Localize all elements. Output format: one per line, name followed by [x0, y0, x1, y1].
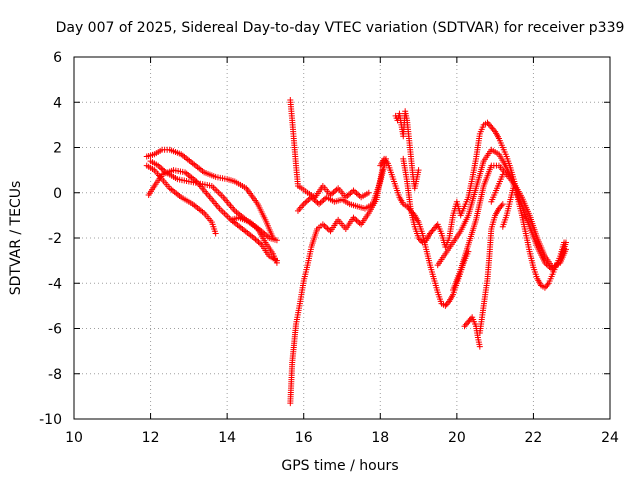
y-tick-label: -10	[39, 412, 62, 428]
data-point	[273, 237, 280, 244]
series-arc-e	[227, 214, 280, 244]
y-tick-label: 2	[53, 141, 62, 157]
x-tick-label: 12	[142, 430, 160, 446]
y-tick-label: 6	[53, 50, 62, 66]
x-axis-label: GPS time / hours	[281, 458, 398, 474]
series-arc-h	[294, 155, 390, 214]
series-arc-j	[392, 108, 422, 192]
series-arc-m	[450, 162, 569, 294]
data-point	[562, 246, 569, 253]
data-point	[415, 167, 422, 174]
x-tick-label: 14	[218, 430, 236, 446]
x-tick-label: 22	[525, 430, 543, 446]
data-point	[499, 201, 506, 208]
x-tick-label: 10	[65, 430, 83, 446]
data-point	[476, 343, 483, 350]
series-arc-n	[461, 314, 483, 350]
chart-title: Day 007 of 2025, Sidereal Day-to-day VTE…	[56, 20, 625, 36]
y-tick-label: -4	[48, 276, 62, 292]
y-axis-label: SDTVAR / TECUs	[8, 181, 24, 296]
x-tick-label: 20	[448, 430, 466, 446]
data-point	[499, 171, 506, 178]
x-tick-label: 16	[295, 430, 313, 446]
y-tick-label: -2	[48, 231, 62, 247]
series-arc-p	[499, 180, 518, 230]
data-point	[212, 230, 219, 237]
y-tick-label: 4	[53, 95, 62, 111]
x-tick-label: 24	[601, 430, 619, 446]
plot-frame	[73, 56, 611, 420]
data-point	[511, 180, 518, 187]
data-point	[365, 189, 372, 196]
series-arc-b	[143, 162, 219, 237]
series-arc-o	[476, 201, 506, 337]
series-arc-f	[287, 96, 372, 201]
y-tick-label: -6	[48, 322, 62, 338]
series-arc-a	[143, 146, 277, 241]
x-tick-label: 18	[371, 430, 389, 446]
data-point	[562, 239, 569, 246]
data-point	[273, 259, 280, 266]
y-tick-label: -8	[48, 367, 62, 383]
data-marks	[143, 96, 569, 407]
y-tick-label: 0	[53, 186, 62, 202]
series-arc-q	[488, 171, 506, 205]
